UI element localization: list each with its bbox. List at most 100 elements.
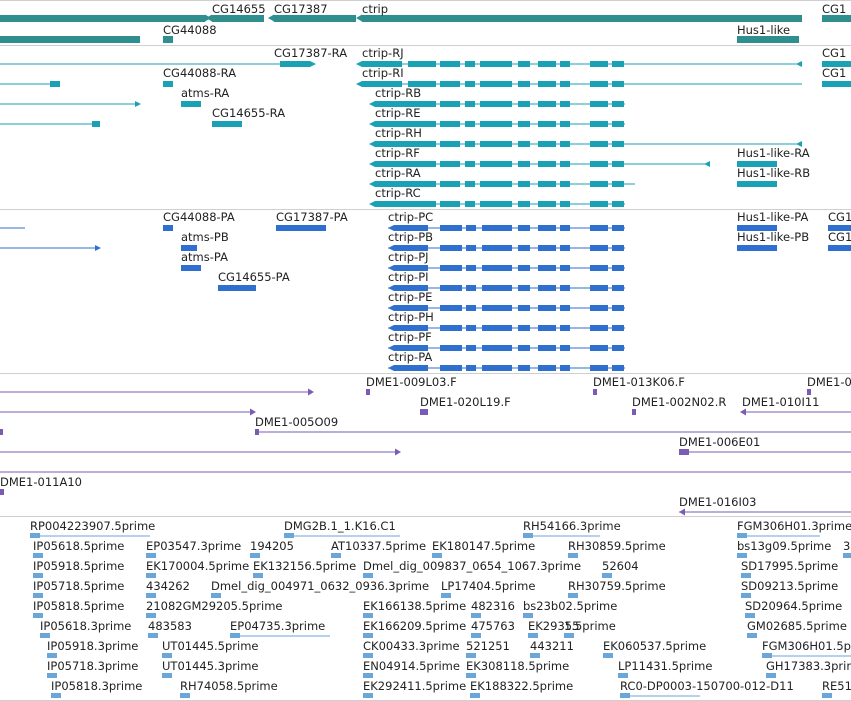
transcript-exon[interactable] xyxy=(362,61,402,67)
clones-feature-label[interactable]: DME1-010I11 xyxy=(742,395,820,409)
ests-feature-label[interactable]: RH30759.5prime xyxy=(568,579,666,593)
clone-end[interactable] xyxy=(679,449,689,455)
transcript-exon[interactable] xyxy=(480,161,512,167)
ests-feature-label[interactable]: bs23b02.5prime xyxy=(523,599,618,613)
ests-feature-label[interactable]: EK180147.5prime xyxy=(432,539,536,553)
protein-exon[interactable] xyxy=(518,245,530,251)
est-glyph[interactable] xyxy=(363,573,373,578)
protein-exon[interactable] xyxy=(538,245,556,251)
proteins-feature-label[interactable]: ctrip-PI xyxy=(388,270,429,284)
est-glyph[interactable] xyxy=(40,633,50,638)
transcript-exon[interactable] xyxy=(612,81,624,87)
proteins-feature-label[interactable]: Hus1-like-PB xyxy=(737,230,810,244)
ests-feature-label[interactable]: AT10337.5prime xyxy=(331,539,427,553)
protein-exon[interactable] xyxy=(163,225,173,231)
est-glyph[interactable] xyxy=(33,613,43,618)
protein-exon[interactable] xyxy=(394,225,428,231)
transcript-exon[interactable] xyxy=(440,81,460,87)
protein-exon[interactable] xyxy=(394,285,428,291)
est-glyph[interactable] xyxy=(843,553,851,558)
ests-feature-label[interactable]: IP05918.5prime xyxy=(33,559,125,573)
protein-exon[interactable] xyxy=(394,365,428,371)
protein-exon[interactable] xyxy=(737,225,777,231)
ests-feature-label[interactable]: EP04735.3prime xyxy=(230,619,326,633)
transcript-exon[interactable] xyxy=(612,101,624,107)
transcript-arrow[interactable] xyxy=(369,141,375,147)
protein-exon[interactable] xyxy=(612,245,624,251)
genes-feature-label[interactable]: CG1 xyxy=(822,2,847,16)
protein-exon[interactable] xyxy=(612,325,624,331)
clones-feature-label[interactable]: DME1-013K06.F xyxy=(593,375,685,389)
transcripts-feature-label[interactable]: ctrip-RB xyxy=(375,86,422,100)
transcript-exon[interactable] xyxy=(362,81,402,87)
protein-exon[interactable] xyxy=(466,325,476,331)
ests-feature-label[interactable]: EK060537.5prime xyxy=(603,639,707,653)
clones-feature-label[interactable]: DME1-005O09 xyxy=(255,415,339,429)
transcript-exon[interactable] xyxy=(92,121,100,127)
ests-feature-label[interactable]: 52604 xyxy=(602,559,639,573)
transcript-exon[interactable] xyxy=(375,181,415,187)
transcript-exon[interactable] xyxy=(518,181,530,187)
protein-arrow[interactable] xyxy=(388,365,394,371)
protein-exon[interactable] xyxy=(518,285,530,291)
ests-feature-label[interactable]: EK188322.5prime xyxy=(470,679,574,693)
ests-feature-label[interactable]: EN04914.5prime xyxy=(363,659,460,673)
transcript-arrow[interactable] xyxy=(356,61,362,67)
est-glyph[interactable] xyxy=(162,673,172,678)
transcript-exon[interactable] xyxy=(538,201,556,207)
transcript-exon[interactable] xyxy=(375,141,415,147)
proteins-feature-label[interactable]: ctrip-PB xyxy=(388,230,434,244)
transcript-exon[interactable] xyxy=(538,161,556,167)
transcript-exon[interactable] xyxy=(465,61,475,67)
est-glyph[interactable] xyxy=(33,553,43,558)
transcript-exon[interactable] xyxy=(375,161,415,167)
genes-feature-label[interactable]: CG17387 xyxy=(274,2,328,16)
ests-feature-label[interactable]: 443211 xyxy=(530,639,574,653)
gene-arrow[interactable] xyxy=(206,14,212,22)
protein-arrow[interactable] xyxy=(388,345,394,351)
transcript-exon[interactable] xyxy=(375,121,415,127)
transcript-exon[interactable] xyxy=(408,121,436,127)
ests-feature-label[interactable]: IP05818.5prime xyxy=(33,599,125,613)
clone-end[interactable] xyxy=(593,389,597,395)
proteins-feature-label[interactable]: atms-PA xyxy=(181,250,228,264)
clone-arrow[interactable] xyxy=(395,448,401,456)
est-glyph[interactable] xyxy=(530,653,540,658)
protein-exon[interactable] xyxy=(440,245,462,251)
transcript-exon[interactable] xyxy=(560,201,570,207)
protein-exon[interactable] xyxy=(518,265,530,271)
est-glyph[interactable] xyxy=(363,633,373,638)
est-glyph[interactable] xyxy=(466,673,476,678)
protein-arrow[interactable] xyxy=(388,245,394,251)
proteins-feature-label[interactable]: CG14655-PA xyxy=(218,270,290,284)
est-glyph[interactable] xyxy=(51,693,61,698)
ests-feature-label[interactable]: 194205 xyxy=(250,539,294,553)
clones-feature-label[interactable]: DME1-006E01 xyxy=(679,435,761,449)
gene-bar[interactable] xyxy=(362,15,802,22)
transcript-exon[interactable] xyxy=(590,201,608,207)
transcript-exon[interactable] xyxy=(480,101,512,107)
transcripts-feature-label[interactable]: ctrip-RJ xyxy=(362,46,404,60)
proteins-feature-label[interactable]: ctrip-PC xyxy=(388,210,434,224)
protein-exon[interactable] xyxy=(440,325,462,331)
est-glyph[interactable] xyxy=(745,613,755,618)
transcript-exon[interactable] xyxy=(465,101,475,107)
protein-exon[interactable] xyxy=(482,365,512,371)
transcript-exon[interactable] xyxy=(408,181,436,187)
transcript-exon[interactable] xyxy=(465,81,475,87)
transcripts-feature-label[interactable]: CG17387-RA xyxy=(274,46,348,60)
transcript-exon[interactable] xyxy=(590,61,608,67)
transcript-exon[interactable] xyxy=(480,201,512,207)
transcript-exon[interactable] xyxy=(612,201,624,207)
transcript-arrow[interactable] xyxy=(796,61,802,67)
transcript-exon[interactable] xyxy=(612,141,624,147)
ests-feature-label[interactable]: EK166209.5prime xyxy=(363,619,467,633)
protein-exon[interactable] xyxy=(828,245,851,251)
protein-arrow[interactable] xyxy=(388,325,394,331)
est-glyph[interactable] xyxy=(146,613,156,618)
transcript-exon[interactable] xyxy=(518,61,530,67)
transcript-exon[interactable] xyxy=(560,181,570,187)
protein-exon[interactable] xyxy=(394,265,428,271)
transcript-exon[interactable] xyxy=(480,121,512,127)
transcript-arrow[interactable] xyxy=(135,101,141,107)
